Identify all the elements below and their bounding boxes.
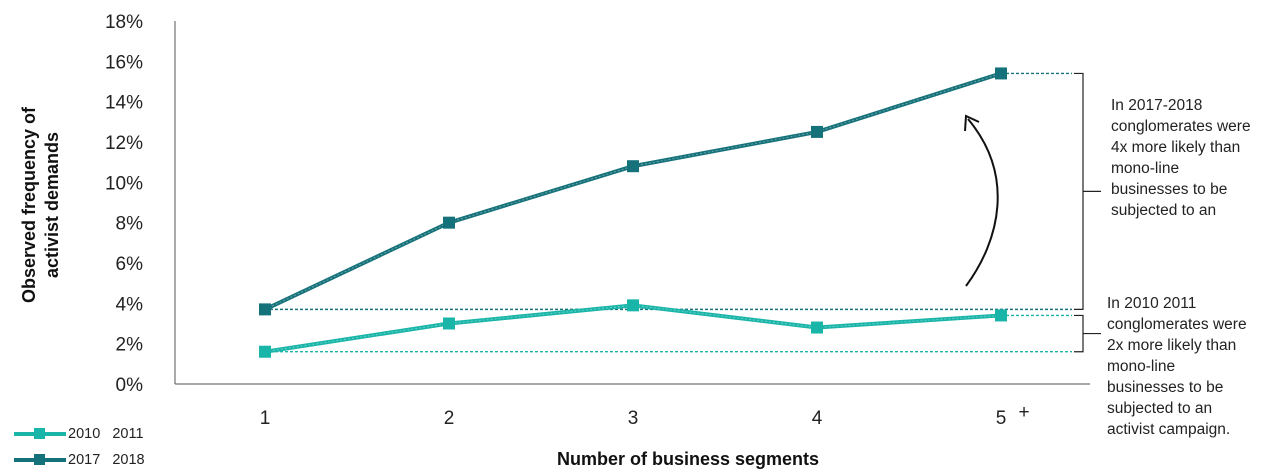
chart-axes [174,21,1090,385]
annotation-2017-2018: In 2017-2018 conglomerates were 4x more … [1111,95,1251,221]
legend-item-2010-2011: 2010 2011 [14,426,144,442]
annotation-brackets [1074,72,1101,353]
y-tick-label: 10% [105,173,143,194]
annotation-line: businesses to be [1111,181,1228,198]
annotation-2010-2011: In 2010 2011 conglomerates were 2x more … [1107,293,1247,440]
legend-swatch-2010-2011 [14,428,66,440]
y-tick-label: 6% [116,254,144,275]
y-tick-label: 2% [116,335,144,356]
annotation-line: mono-line [1111,160,1180,177]
y-tick-label: 4% [116,294,144,315]
x-tick-label: 4 [812,408,823,429]
legend-label: 2010 2011 [68,426,144,442]
x-axis-title: Number of business segments [557,449,819,469]
series-2010-2011 [259,299,1007,358]
reference-lines [265,72,1072,353]
annotation-line: In 2017-2018 [1111,97,1203,114]
series-line-highlight [264,304,1002,353]
annotation-line: subjected to an [1111,202,1217,219]
y-tick-label: 12% [105,133,143,154]
y-tick-label: 8% [116,214,144,235]
x-tick-label: 5 [996,408,1007,429]
series-layer [259,67,1007,358]
bracket-2017-2018 [1074,72,1101,310]
data-point [627,299,639,312]
annotation-line: mono-line [1107,358,1176,375]
annotation-line: subjected to an [1107,400,1213,417]
y-tick-label: 18% [105,12,143,33]
y-axis-title-line-2: activist demands [42,132,62,278]
data-point [443,317,455,330]
annotation-line: conglomerates were [1107,316,1247,333]
annotation-line: 4x more likely than [1111,139,1241,156]
y-tick-label: 14% [105,93,143,114]
y-axis-title-line-1: Observed frequency of [19,106,39,303]
bracket-2010-2011 [1074,314,1101,353]
data-point [995,309,1007,322]
data-point [443,216,455,229]
series-2017-2018 [259,67,1007,316]
y-axis-ticks: 0% 2% 4% 6% 8% 10% 12% 14% 16% 18% [105,12,143,396]
data-point [811,125,823,138]
x-tick-label: 3 [628,408,639,429]
data-point [259,345,271,358]
legend-item-2017-2018: 2017 2018 [14,452,145,468]
annotation-line: businesses to be [1107,379,1224,396]
data-point [995,67,1007,80]
data-point [627,160,639,173]
arrow-head [964,114,980,132]
data-point [811,321,823,334]
x-tick-label: 2 [444,408,455,429]
legend-label: 2017 2018 [68,452,145,468]
legend-swatch-2017-2018 [14,454,66,466]
data-point [259,303,271,316]
annotation-line: 2x more likely than [1107,337,1237,354]
y-tick-label: 0% [116,375,144,396]
x-tick-label: + [1018,402,1029,423]
x-axis-ticks: 1 2 3 4 5 + [260,402,1030,429]
y-tick-label: 16% [105,52,143,73]
annotation-line: conglomerates were [1111,118,1251,135]
annotation-line: activist campaign. [1107,421,1231,438]
increase-arrow [965,118,999,287]
series-line [264,303,1002,354]
x-tick-label: 1 [260,408,271,429]
annotation-line: In 2010 2011 [1107,295,1197,312]
series-line-highlight [264,72,1002,310]
